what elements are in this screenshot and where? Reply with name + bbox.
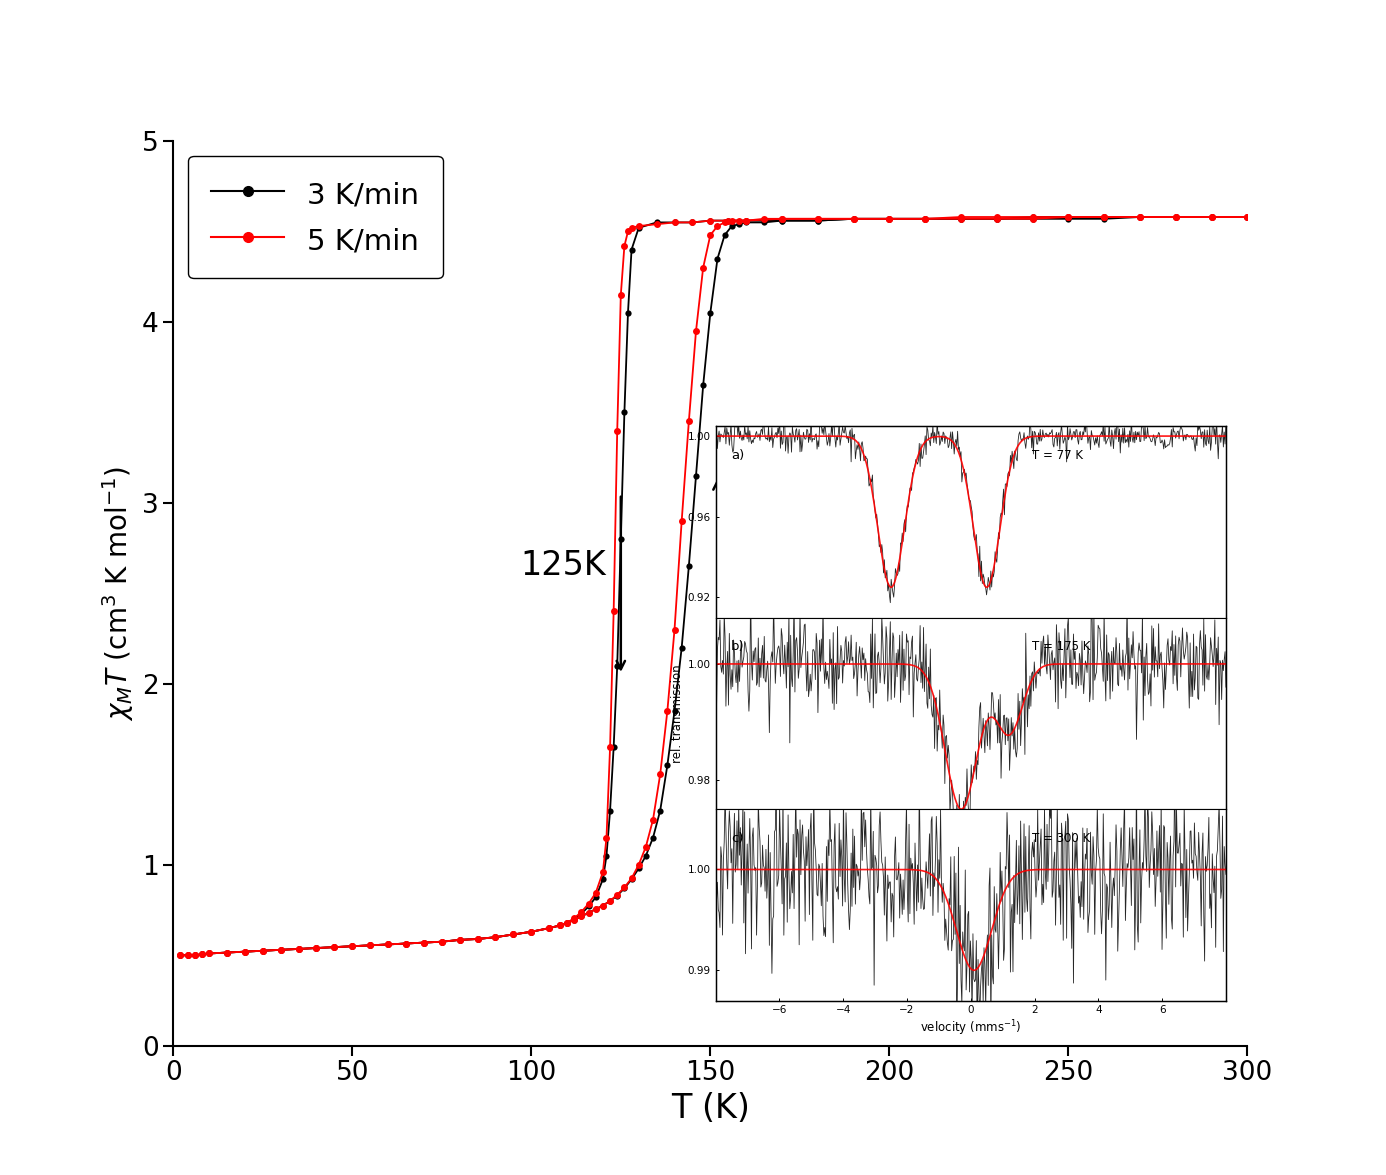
- Text: T = 300 K: T = 300 K: [1033, 832, 1091, 845]
- Text: T = 77 K: T = 77 K: [1033, 449, 1082, 462]
- Text: a): a): [730, 449, 744, 462]
- Text: b): b): [730, 640, 744, 653]
- Text: 125K: 125K: [521, 549, 606, 583]
- Y-axis label: rel. transmission: rel. transmission: [671, 664, 683, 763]
- X-axis label: velocity (mms$^{-1}$): velocity (mms$^{-1}$): [920, 1019, 1021, 1038]
- Text: c): c): [730, 832, 743, 845]
- Text: T = 175 K: T = 175 K: [1033, 640, 1091, 653]
- Legend: 3 K/min, 5 K/min: 3 K/min, 5 K/min: [188, 155, 442, 278]
- Y-axis label: $\chi_{M}T$ (cm$^{3}$ K mol$^{-1}$): $\chi_{M}T$ (cm$^{3}$ K mol$^{-1}$): [100, 465, 136, 721]
- Text: 152K: 152K: [736, 549, 821, 583]
- X-axis label: T (K): T (K): [671, 1092, 750, 1124]
